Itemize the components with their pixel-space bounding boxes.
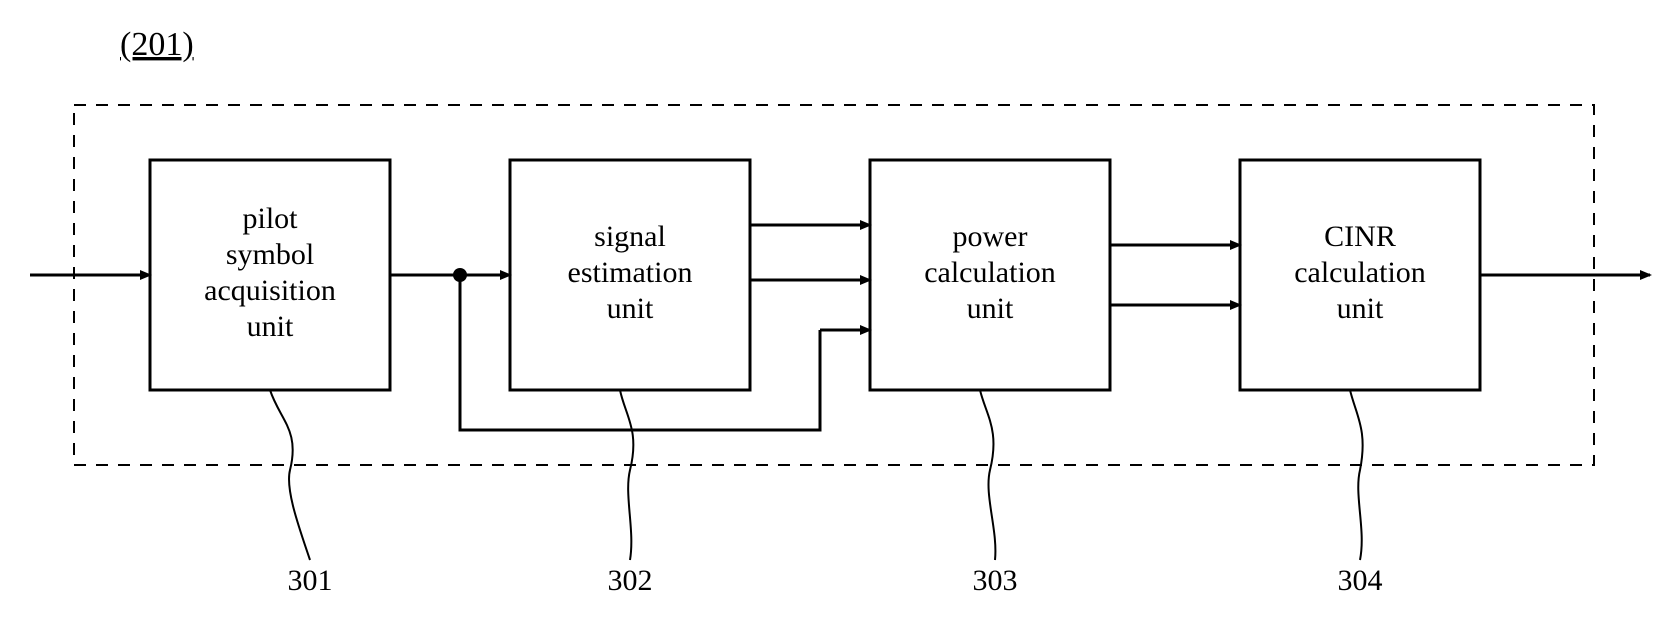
block-label: power — [953, 220, 1028, 253]
ref-number: 303 — [973, 564, 1018, 597]
ref-number: 301 — [288, 564, 333, 597]
block-label: pilot — [242, 202, 298, 235]
module-title: (201) — [120, 26, 194, 63]
block-label: unit — [1337, 292, 1384, 325]
block-label: estimation — [568, 256, 693, 289]
junction-dot — [453, 268, 467, 282]
block-label: unit — [247, 310, 294, 343]
block-label: symbol — [226, 238, 314, 271]
block-label: acquisition — [204, 274, 336, 307]
block-label: CINR — [1324, 220, 1396, 253]
block-label: calculation — [924, 256, 1056, 289]
block-label: unit — [607, 292, 654, 325]
ref-number: 304 — [1338, 564, 1383, 597]
block-label: calculation — [1294, 256, 1426, 289]
block-label: signal — [594, 220, 666, 253]
block-label: unit — [967, 292, 1014, 325]
ref-number: 302 — [608, 564, 653, 597]
